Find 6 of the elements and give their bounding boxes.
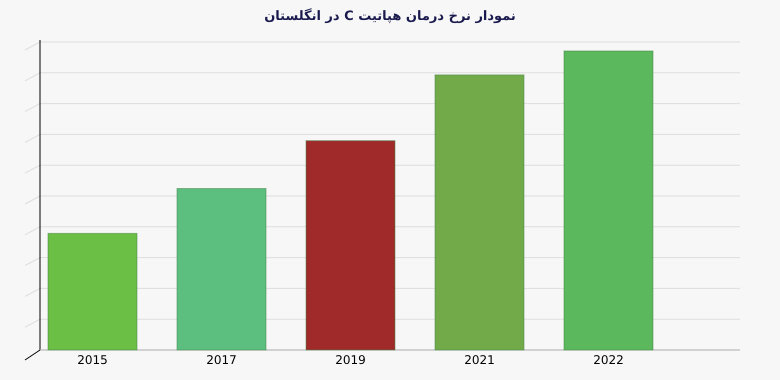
x-tick-label: 2022 bbox=[593, 353, 624, 367]
x-tick-label: 2015 bbox=[77, 353, 108, 367]
x-tick-label: 2019 bbox=[335, 353, 366, 367]
title: نمودار نرخ درمان هپاتیت C در انگلستان bbox=[264, 9, 516, 24]
x-tick-label: 2017 bbox=[206, 353, 237, 367]
x-tick-label: 2021 bbox=[464, 353, 495, 367]
